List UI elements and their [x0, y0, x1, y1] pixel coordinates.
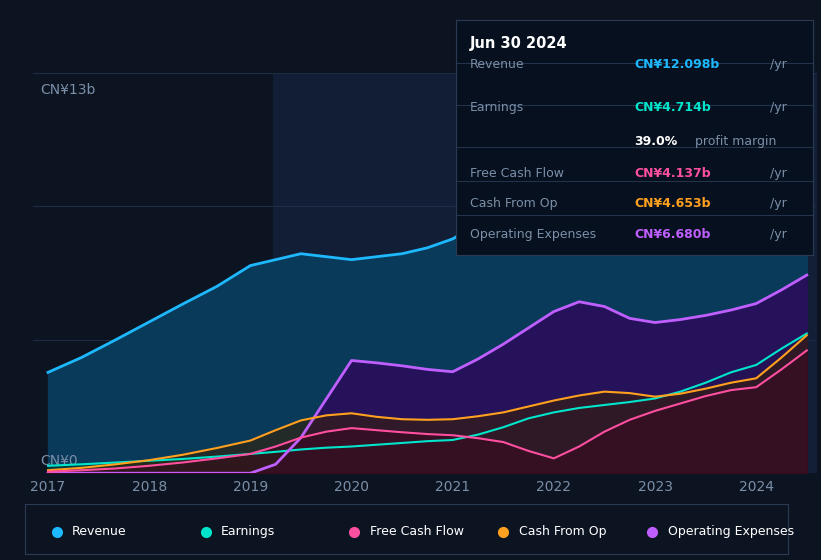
- Text: Earnings: Earnings: [221, 525, 275, 538]
- Text: 39.0%: 39.0%: [635, 135, 677, 148]
- Bar: [741, 73, 817, 473]
- Text: Revenue: Revenue: [470, 58, 525, 71]
- Text: Revenue: Revenue: [72, 525, 126, 538]
- Text: CN¥4.137b: CN¥4.137b: [635, 166, 711, 180]
- Text: Free Cash Flow: Free Cash Flow: [369, 525, 464, 538]
- Text: /yr: /yr: [770, 228, 787, 241]
- Text: Jun 30 2024: Jun 30 2024: [470, 36, 567, 51]
- Text: Operating Expenses: Operating Expenses: [470, 228, 596, 241]
- Text: /yr: /yr: [770, 166, 787, 180]
- Text: /yr: /yr: [770, 58, 787, 71]
- Text: CN¥12.098b: CN¥12.098b: [635, 58, 719, 71]
- Text: Earnings: Earnings: [470, 101, 524, 114]
- Text: CN¥6.680b: CN¥6.680b: [635, 228, 711, 241]
- Text: CN¥13b: CN¥13b: [40, 83, 95, 97]
- Text: profit margin: profit margin: [691, 135, 777, 148]
- Text: Operating Expenses: Operating Expenses: [667, 525, 794, 538]
- Bar: [273, 73, 741, 473]
- Text: /yr: /yr: [770, 101, 787, 114]
- Text: Cash From Op: Cash From Op: [470, 197, 557, 210]
- Text: Free Cash Flow: Free Cash Flow: [470, 166, 564, 180]
- Text: CN¥4.653b: CN¥4.653b: [635, 197, 711, 210]
- Text: /yr: /yr: [770, 197, 787, 210]
- Text: Cash From Op: Cash From Op: [519, 525, 606, 538]
- Text: CN¥0: CN¥0: [40, 454, 77, 468]
- Text: CN¥4.714b: CN¥4.714b: [635, 101, 711, 114]
